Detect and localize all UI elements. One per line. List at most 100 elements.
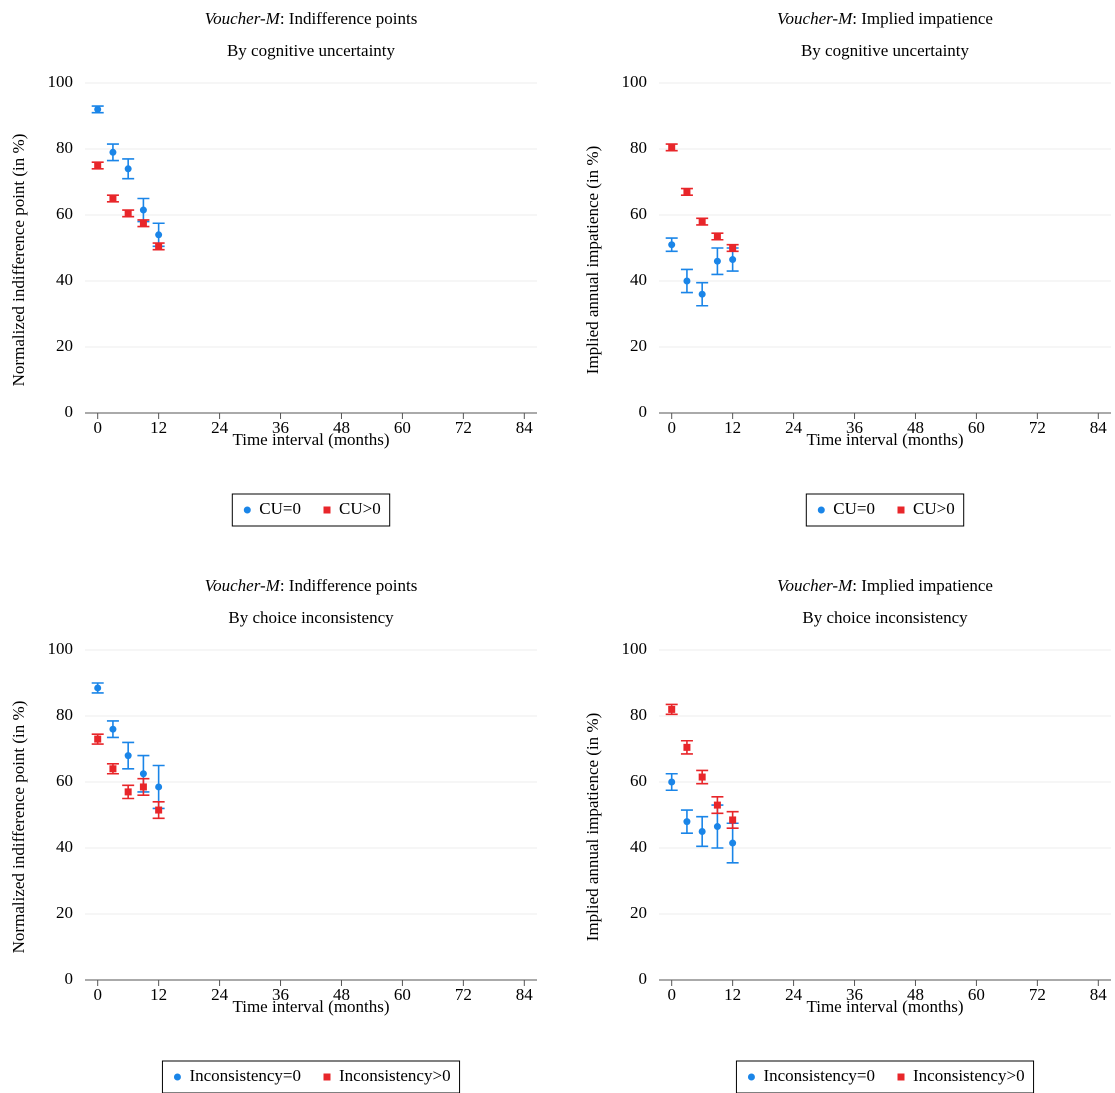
chart-subtitle: By cognitive uncertainty: [227, 41, 396, 60]
marker: [747, 1073, 755, 1081]
y-tick-label: 100: [48, 639, 74, 658]
title-part: Voucher-M: [777, 576, 853, 595]
marker: [124, 209, 132, 217]
y-tick-label: 40: [56, 837, 73, 856]
marker: [94, 105, 102, 113]
x-tick-label: 60: [968, 985, 985, 1004]
x-tick-label: 48: [333, 985, 350, 1004]
marker: [94, 735, 102, 743]
marker: [698, 218, 706, 226]
x-tick-label: 60: [968, 418, 985, 437]
x-tick-label: 72: [1029, 418, 1046, 437]
marker: [668, 705, 676, 713]
title-part: Voucher-M: [205, 576, 281, 595]
legend-box: [735, 1060, 1035, 1093]
y-axis-title: Implied annual impatience (in %): [583, 146, 602, 374]
legend-label: Inconsistency>0: [913, 1066, 1025, 1085]
marker: [668, 778, 676, 786]
legend: CU=0 CU>0: [231, 493, 391, 527]
legend-label: CU=0: [259, 499, 301, 518]
marker: [155, 242, 163, 250]
legend-box: [231, 493, 391, 527]
marker: [109, 765, 117, 773]
y-tick-label: 80: [56, 705, 73, 724]
x-axis-title: Time interval (months): [806, 997, 963, 1016]
marker: [139, 219, 147, 227]
x-tick-label: 36: [272, 985, 289, 1004]
marker: [698, 828, 706, 835]
x-tick-label: 84: [516, 418, 534, 437]
x-tick-label: 48: [907, 985, 924, 1004]
marker: [713, 232, 721, 240]
x-tick-label: 36: [846, 418, 863, 437]
y-tick-label: 40: [630, 837, 647, 856]
title-part: : Indifference points: [280, 576, 418, 595]
chart-subtitle: By choice inconsistency: [228, 608, 394, 627]
chart-subtitle: By cognitive uncertainty: [801, 41, 970, 60]
x-tick-label: 48: [333, 418, 350, 437]
x-tick-label: 12: [724, 418, 741, 437]
y-tick-label: 100: [622, 639, 648, 658]
legend-label: Inconsistency>0: [339, 1066, 451, 1085]
x-tick-label: 0: [667, 985, 676, 1004]
legend-label: CU>0: [913, 499, 955, 518]
chart-panel: Voucher-M: Implied impatience By cognitiv…: [583, 9, 1111, 527]
marker: [817, 506, 825, 514]
x-tick-label: 24: [785, 418, 803, 437]
x-tick-label: 24: [785, 985, 803, 1004]
marker: [713, 823, 721, 831]
marker: [698, 773, 706, 781]
y-tick-label: 0: [65, 969, 74, 988]
marker: [109, 725, 117, 733]
marker: [124, 788, 132, 796]
chart-panel: Voucher-M: Implied impatience By choice i…: [583, 576, 1111, 1093]
x-tick-label: 24: [211, 418, 229, 437]
x-tick-label: 12: [150, 418, 167, 437]
x-axis-title: Time interval (months): [232, 997, 389, 1016]
x-tick-label: 0: [667, 418, 676, 437]
x-tick-label: 60: [394, 418, 411, 437]
x-tick-label: 84: [1090, 985, 1108, 1004]
y-tick-label: 20: [56, 903, 73, 922]
marker: [139, 770, 147, 778]
marker: [109, 195, 117, 202]
chart-title: Voucher-M: Indifference points: [205, 9, 418, 28]
legend-label: Inconsistency=0: [763, 1066, 875, 1085]
x-tick-label: 12: [150, 985, 167, 1004]
y-tick-label: 80: [630, 138, 647, 157]
legend-label: CU=0: [833, 499, 875, 518]
marker: [897, 1073, 905, 1081]
marker: [94, 684, 102, 692]
title-part: Voucher-M: [777, 9, 853, 28]
marker: [729, 816, 737, 824]
title-part: : Implied impatience: [852, 576, 993, 595]
y-tick-label: 80: [630, 705, 647, 724]
x-tick-label: 84: [1090, 418, 1108, 437]
x-axis-title: Time interval (months): [232, 430, 389, 449]
marker: [139, 206, 147, 214]
legend-label: CU>0: [339, 499, 381, 518]
title-part: : Implied impatience: [852, 9, 993, 28]
chart-subtitle: By choice inconsistency: [802, 608, 968, 627]
y-tick-label: 80: [56, 138, 73, 157]
y-tick-label: 100: [622, 72, 648, 91]
legend-label: Inconsistency=0: [189, 1066, 301, 1085]
marker: [668, 241, 676, 249]
marker: [683, 188, 691, 196]
x-tick-label: 72: [455, 418, 472, 437]
y-tick-label: 60: [56, 771, 73, 790]
y-axis-title: Normalized indifference point (in %): [9, 701, 28, 954]
chart-title: Voucher-M: Implied impatience: [777, 9, 993, 28]
marker: [139, 783, 147, 791]
y-tick-label: 0: [639, 402, 648, 421]
marker: [683, 818, 691, 826]
x-tick-label: 12: [724, 985, 741, 1004]
y-axis-title: Implied annual impatience (in %): [583, 713, 602, 941]
marker: [713, 257, 721, 265]
x-axis-title: Time interval (months): [806, 430, 963, 449]
chart-title: Voucher-M: Implied impatience: [777, 576, 993, 595]
marker: [668, 143, 676, 151]
legend-box: [161, 1060, 461, 1093]
marker: [124, 752, 132, 760]
